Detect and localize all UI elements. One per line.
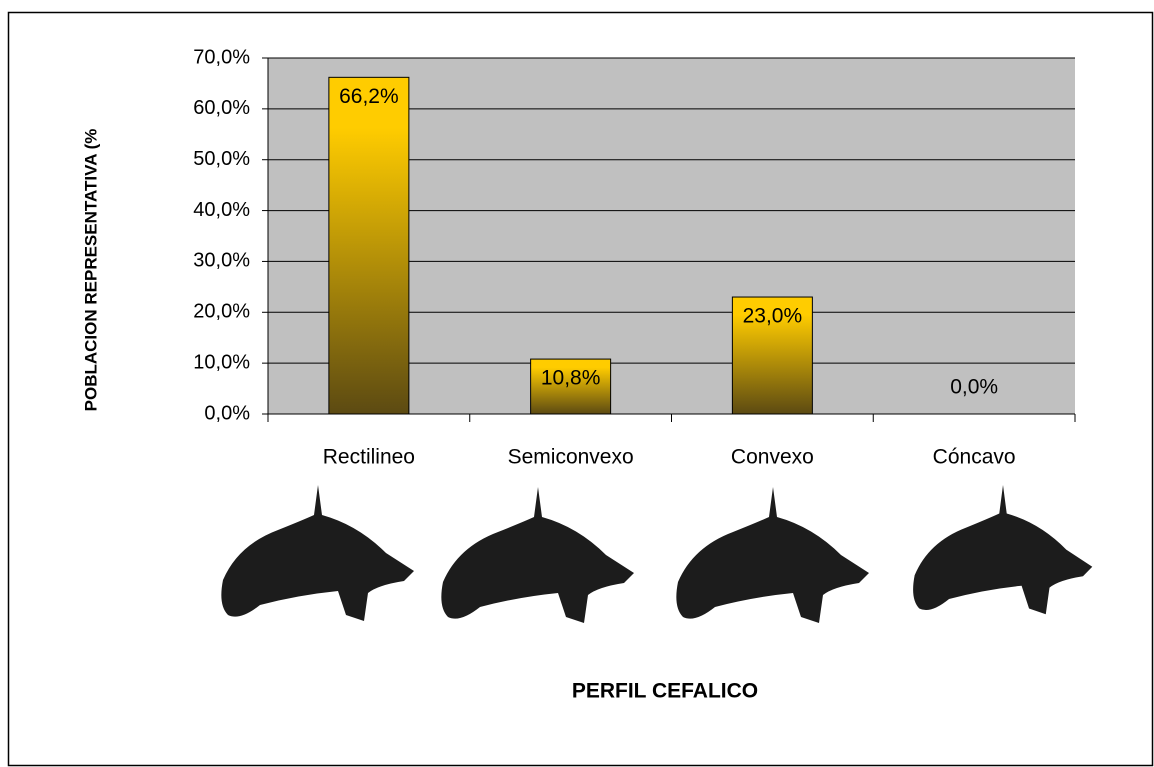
x-tick-label: Convexo bbox=[731, 446, 814, 469]
y-tick-label: 0,0% bbox=[204, 402, 250, 424]
x-tick-label: Rectilineo bbox=[323, 446, 415, 469]
y-axis-title: POBLACION REPRESENTATIVA (% bbox=[81, 129, 100, 412]
value-label: 0,0% bbox=[950, 376, 998, 399]
y-tick-label: 30,0% bbox=[193, 250, 250, 272]
x-tick-label: Cóncavo bbox=[933, 446, 1016, 469]
value-label: 10,8% bbox=[541, 367, 601, 390]
value-label: 66,2% bbox=[339, 85, 399, 108]
y-tick-label: 20,0% bbox=[193, 301, 250, 323]
y-tick-label: 50,0% bbox=[193, 148, 250, 170]
bar bbox=[328, 76, 410, 415]
bar bbox=[731, 296, 813, 415]
x-axis-title: PERFIL CEFALICO bbox=[572, 680, 758, 703]
y-tick-label: 10,0% bbox=[193, 351, 250, 373]
x-tick-label: Semiconvexo bbox=[508, 446, 634, 469]
y-tick-label: 70,0% bbox=[193, 46, 250, 68]
bar bbox=[530, 358, 612, 415]
value-label: 23,0% bbox=[743, 305, 803, 328]
y-tick-label: 60,0% bbox=[193, 97, 250, 119]
y-tick-label: 40,0% bbox=[193, 199, 250, 221]
